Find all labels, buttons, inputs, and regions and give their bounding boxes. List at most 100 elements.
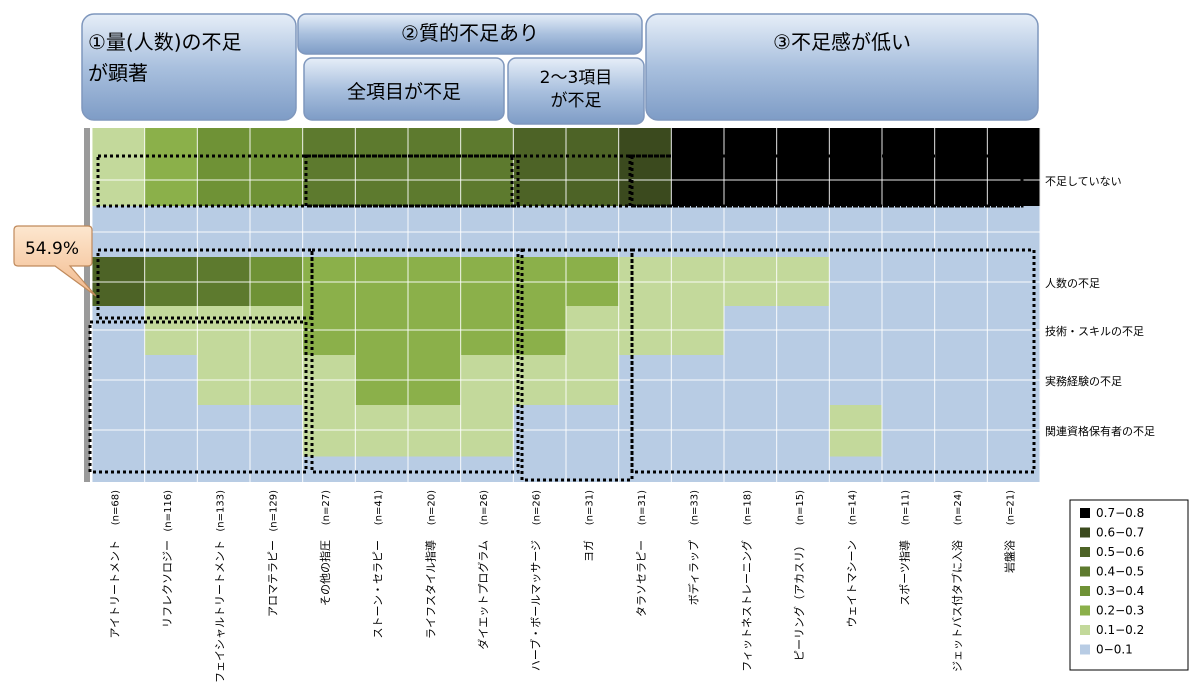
heat-cell: [460, 128, 514, 207]
heat-cell: [197, 128, 251, 207]
x-tick-label: ウェイトマシーン: [846, 540, 859, 627]
x-tick-group: (n=24) ジェットバス付タブに入浴: [950, 490, 964, 672]
x-tick-n: (n=68): [110, 490, 121, 525]
header-box-3: [645, 13, 1039, 121]
legend-label: 0.7−0.8: [1096, 506, 1144, 520]
header-2b-line1: 2～3項目: [540, 68, 613, 88]
x-tick-n: (n=14): [848, 490, 859, 525]
legend-label: 0.5−0.6: [1096, 545, 1144, 559]
header-2b-line2: が不足: [551, 91, 602, 111]
x-tick-group: (n=20) ライフスタイル指導: [423, 490, 437, 639]
heat-cell: [144, 405, 198, 457]
callout-bubble: [13, 225, 97, 297]
x-tick-label: ボディラップ: [687, 540, 701, 605]
heat-cell: [197, 306, 251, 356]
x-tick-group: (n=41) ストーン・セラピー: [372, 490, 385, 639]
group-box: [630, 248, 1036, 474]
x-tick-label: リフレクソロジー: [161, 540, 174, 628]
heat-cell: [934, 128, 988, 207]
heat-cell: [513, 128, 567, 207]
heat-cell: [355, 306, 409, 356]
heat-cell: [355, 128, 409, 207]
heat-cell: [671, 306, 725, 356]
x-tick-group: (n=15) ピーリング（アカスリ）: [792, 490, 806, 661]
heat-cell: [934, 405, 988, 457]
x-tick-label: スポーツ指導: [897, 540, 911, 606]
heat-cell: [355, 405, 409, 457]
legend-label: 0.3−0.4: [1096, 584, 1144, 598]
heat-cell: [144, 306, 198, 356]
x-tick-n: (n=27): [321, 490, 332, 525]
y-tick-label: 人数の不足: [1045, 277, 1100, 290]
x-tick-label: ヨガ: [582, 540, 595, 562]
legend-swatch: [1080, 547, 1090, 557]
x-tick-n: (n=129): [268, 490, 279, 532]
y-tick-label: 実務経験の不足: [1045, 374, 1122, 388]
legend-swatch: [1080, 566, 1090, 577]
heat-cell: [882, 405, 936, 457]
legend-swatch: [1080, 586, 1090, 596]
heat-cell: [882, 128, 936, 207]
group-box: [304, 154, 520, 208]
heat-cell: [408, 128, 462, 207]
heat-cell: [460, 405, 514, 457]
x-tick-label: ピーリング（アカスリ）: [792, 540, 806, 661]
legend-swatch: [1080, 527, 1090, 538]
heat-cell: [92, 405, 146, 457]
x-tick-label: ストーン・セラピー: [372, 540, 385, 638]
group-box: [88, 320, 308, 474]
header-box-1: [81, 13, 297, 121]
legend-label: 0.1−0.2: [1096, 623, 1144, 637]
header-3-label: ③不足感が低い: [773, 30, 911, 54]
x-tick-n: (n=31): [584, 490, 595, 525]
header-box-2a: [303, 57, 505, 121]
group-box: [628, 154, 1024, 208]
x-tick-label: タラソセラピー: [635, 540, 648, 617]
heat-cell: [408, 306, 462, 356]
heat-cell: [829, 306, 883, 356]
x-tick-n: (n=26): [532, 490, 543, 525]
group-box: [520, 248, 634, 482]
heat-cell: [776, 128, 830, 207]
header-1-line1: ①量(人数)の不足: [88, 30, 242, 54]
x-tick-n: (n=24): [953, 490, 964, 525]
heat-cell: [671, 128, 725, 207]
heat-cell: [566, 405, 620, 457]
x-tick-label: ダイエットプログラム: [476, 540, 490, 650]
x-tick-group: (n=133) フェイシャルトリートメント: [214, 490, 227, 683]
x-tick-group: (n=26) ダイエットプログラム: [476, 490, 490, 650]
legend-label: 0.2−0.3: [1096, 604, 1144, 618]
x-tick-n: (n=31): [637, 490, 648, 525]
header-box-2: [297, 13, 643, 55]
heat-cell: [92, 128, 146, 207]
x-tick-label: フェイシャルトリートメント: [214, 540, 227, 683]
legend-swatch: [1080, 605, 1090, 616]
heat-cell: [250, 405, 304, 457]
x-tick-group: (n=33) ボディラップ: [687, 490, 701, 605]
legend-label: 0.4−0.5: [1096, 565, 1144, 579]
x-tick-n: (n=41): [374, 490, 385, 525]
legend: 0.7−0.8 0.6−0.7 0.5−0.6 0.4−0.5 0.3−0.4 0.2−0…: [1069, 499, 1189, 671]
heat-cell: [987, 128, 1041, 207]
y-tick-label: 関連資格保有者の不足: [1045, 424, 1155, 438]
x-tick-group: (n=31) ヨガ: [582, 490, 595, 562]
header-1-line2: が顕著: [88, 61, 148, 85]
heat-cell: [302, 128, 356, 207]
x-tick-n: (n=21): [1006, 490, 1017, 525]
x-tick-group: (n=11) スポーツ指導: [897, 490, 911, 606]
x-tick-label: その他の指圧: [318, 540, 332, 606]
heat-cell: [144, 128, 198, 207]
legend-swatch: [1080, 625, 1090, 635]
x-tick-group: (n=18) フィットネストレーニング: [739, 490, 753, 672]
heat-cell: [671, 405, 725, 457]
x-tick-group: (n=116) リフレクソロジー: [161, 490, 174, 628]
x-tick-label: フィットネストレーニング: [739, 540, 753, 672]
heat-cell: [302, 405, 356, 457]
legend-label: 0−0.1: [1096, 643, 1133, 657]
heat-cell: [882, 306, 936, 356]
heat-cell: [618, 128, 672, 207]
y-tick-label: 技術・スキルの不足: [1045, 325, 1144, 338]
header-box-2b: [507, 57, 645, 125]
